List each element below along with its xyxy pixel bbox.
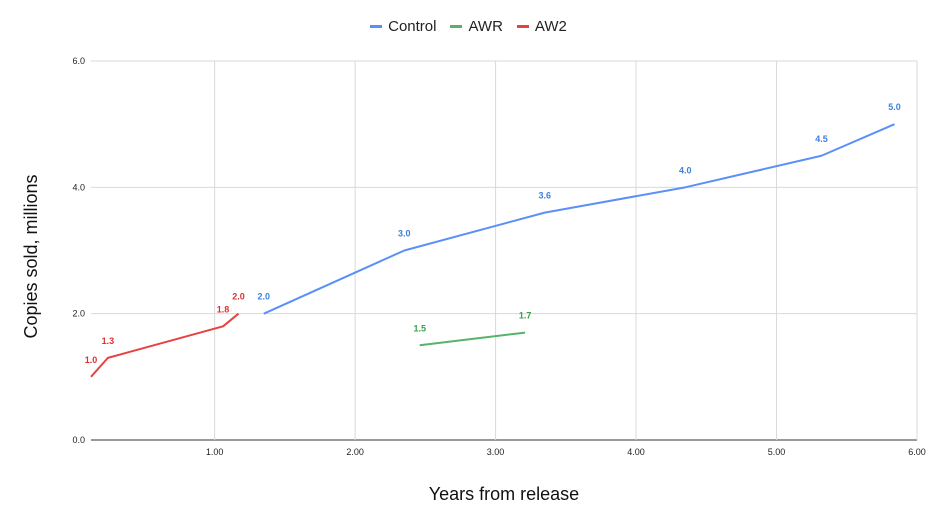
x-tick-label: 6.00 <box>908 447 926 457</box>
legend-label-awr: AWR <box>468 18 503 35</box>
legend-label-control: Control <box>388 18 437 35</box>
legend-item-control: Control <box>370 18 436 35</box>
data-label-awr: 1.7 <box>519 311 532 321</box>
x-tick-label: 4.00 <box>627 447 645 457</box>
legend-swatch-control <box>370 25 383 28</box>
x-tick-label: 2.00 <box>346 447 364 457</box>
data-label-control: 3.6 <box>538 191 551 201</box>
x-tick-label: 1.00 <box>206 447 224 457</box>
series-line-control <box>263 123 895 315</box>
series-line-awr <box>419 331 526 347</box>
x-tick-label: 5.00 <box>768 447 786 457</box>
data-label-control: 5.0 <box>888 102 901 112</box>
data-label-aw2: 1.8 <box>217 304 230 314</box>
data-label-aw2: 1.3 <box>102 336 115 346</box>
y-axis-title: Copies sold, millions <box>21 174 41 338</box>
data-label-awr: 1.5 <box>413 323 426 333</box>
legend-item-aw2: AW2 <box>516 18 567 35</box>
legend-swatch-aw2 <box>516 25 529 28</box>
x-axis-title: Years from release <box>429 484 579 504</box>
data-label-control: 4.5 <box>815 134 828 144</box>
data-label-control: 4.0 <box>679 165 692 175</box>
data-label-control: 3.0 <box>398 229 411 239</box>
y-tick-label: 4.0 <box>72 182 85 192</box>
series-line-aw2 <box>90 312 240 378</box>
legend-item-awr: AWR <box>450 18 503 35</box>
data-label-aw2: 2.0 <box>232 292 245 302</box>
x-tick-label: 3.00 <box>487 447 505 457</box>
y-tick-label: 6.0 <box>72 56 85 66</box>
data-label-control: 2.0 <box>258 292 271 302</box>
chart-legend: Control AWR AW2 <box>0 18 937 35</box>
data-label-aw2: 1.0 <box>85 355 98 365</box>
legend-label-aw2: AW2 <box>534 18 567 35</box>
y-tick-label: 2.0 <box>72 309 85 319</box>
legend-swatch-awr <box>450 25 463 28</box>
y-tick-label: 0.0 <box>72 435 85 445</box>
